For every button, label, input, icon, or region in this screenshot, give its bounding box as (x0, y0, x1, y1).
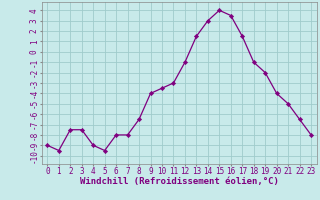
X-axis label: Windchill (Refroidissement éolien,°C): Windchill (Refroidissement éolien,°C) (80, 177, 279, 186)
